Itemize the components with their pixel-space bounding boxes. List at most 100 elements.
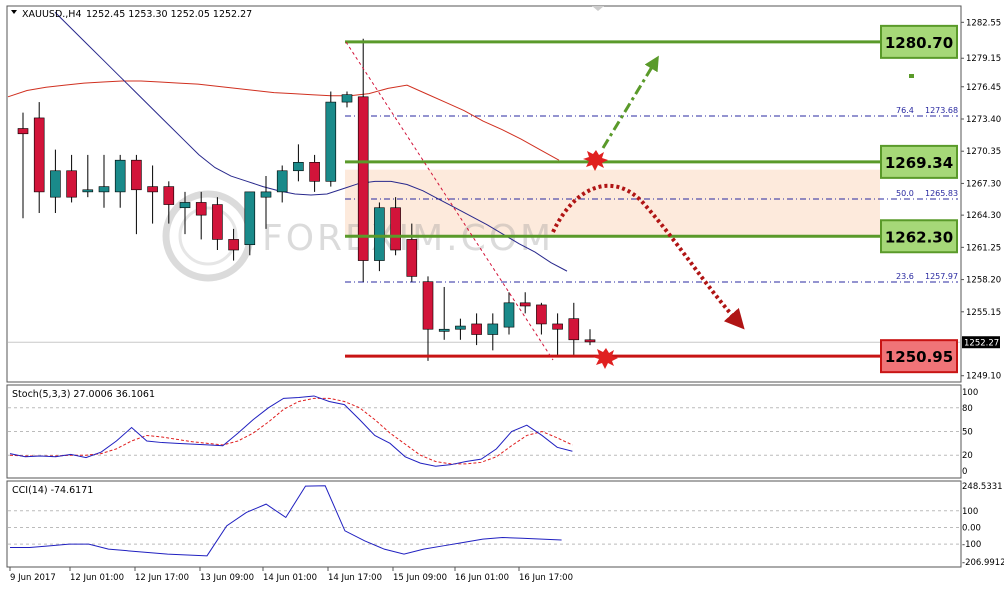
cci-label: CCI(14) -74.6171 (12, 485, 93, 496)
fibo-price-label: 1273.68 (925, 106, 958, 115)
fibo-price-label: 1257.97 (925, 272, 958, 281)
price-tick-label: 1255.15 (966, 308, 1001, 318)
price-tick-label: 1282.55 (966, 18, 1001, 28)
current-price-label: 1252.27 (964, 339, 999, 349)
stoch-tick-label: 0 (962, 467, 967, 477)
level-box (880, 219, 958, 254)
stoch-signal-line (9, 397, 573, 465)
time-tick-label: 12 Jun 01:00 (70, 573, 124, 583)
ma-red-line (7, 80, 560, 161)
candle-body (17, 128, 29, 135)
candle-body (374, 207, 385, 261)
candle-body (114, 159, 126, 193)
price-tick-label: 1258.20 (966, 276, 1001, 286)
stoch-tick-label: 20 (962, 451, 973, 461)
price-tick-label: 1273.40 (966, 115, 1001, 125)
moving-averages (7, 11, 568, 272)
candle-body (487, 323, 499, 335)
level-box (880, 339, 958, 374)
price-tick-label: 1270.35 (966, 147, 1001, 157)
candle-body (147, 186, 158, 193)
candle-body (438, 328, 450, 332)
candle-body (309, 162, 320, 182)
candle-body (357, 96, 369, 261)
candle-body (552, 323, 563, 330)
candle-body (536, 304, 547, 325)
stoch-lines: 100 80 50 20 0 (8, 388, 978, 477)
time-tick-label: 15 Jun 09:00 (393, 573, 447, 583)
stoch-label: Stoch(5,3,3) 27.0006 36.1061 (12, 389, 155, 400)
candle-body (406, 239, 418, 277)
candle-body (568, 318, 580, 341)
candle-body (584, 339, 596, 343)
candle-body (471, 323, 482, 335)
candle-body (82, 189, 94, 193)
cci-tick-label: -206.9912 (962, 558, 1004, 568)
cci-line: 248.5331 100 0.00 -100 -206.9912 (8, 482, 1004, 568)
cci-tick-label: 0.00 (962, 523, 981, 533)
candle-body (195, 202, 207, 216)
time-tick-label: 14 Jun 17:00 (328, 573, 382, 583)
price-tick-label: 1261.25 (966, 243, 1001, 253)
support-star-icon (593, 348, 618, 369)
resistance-zone (345, 169, 880, 237)
bullish-arrow (601, 55, 659, 149)
time-tick-label: 9 Jun 2017 (10, 573, 56, 583)
stoch-tick-label: 80 (962, 404, 973, 414)
time-tick-label: 13 Jun 09:00 (200, 573, 254, 583)
stoch-tick-label: 50 (962, 428, 973, 438)
fibo-ratio-label: 23.6 (896, 272, 914, 281)
level-label: 1269.34 (885, 154, 953, 172)
scroll-marker-icon (592, 6, 604, 11)
price-tick-label: 1249.10 (966, 372, 1001, 382)
green-dot (909, 74, 914, 78)
candle-body (422, 281, 434, 330)
candles (17, 38, 596, 361)
candle-body (163, 186, 175, 205)
price-tick-label: 1279.15 (966, 54, 1001, 64)
time-tick-label: 16 Jun 01:00 (455, 573, 509, 583)
time-tick-label: 14 Jun 01:00 (263, 573, 317, 583)
level-label: 1280.70 (885, 34, 953, 52)
fibo-ratio-label: 50.0 (896, 189, 914, 198)
candle-body (66, 170, 77, 198)
level-label: 1250.95 (885, 348, 953, 366)
breakout-star-icon (583, 150, 608, 171)
candle-body (341, 94, 353, 103)
level-label: 1262.30 (885, 228, 953, 246)
ma-blue-line (54, 11, 568, 272)
price-tick-label: 1267.30 (966, 179, 1001, 189)
dropdown-icon[interactable] (11, 10, 17, 14)
cci-tick-label: 248.5331 (962, 482, 1003, 492)
candle-body (390, 207, 401, 251)
candle-body (260, 191, 272, 198)
fibo-ratio-label: 76.4 (896, 106, 914, 115)
level-box (880, 24, 958, 59)
candle-body (325, 101, 337, 182)
candle-body (212, 204, 223, 240)
time-tick-label: 12 Jun 17:00 (135, 573, 189, 583)
candle-body (503, 302, 515, 328)
fibo-layer: 76.4 1273.68 50.0 1265.83 23.6 1257.97 (345, 106, 958, 283)
candle-body (276, 170, 288, 193)
price-tick-label: 1276.45 (966, 83, 1001, 93)
candle-body (33, 117, 45, 193)
stoch-main-line (9, 395, 573, 467)
cci-tick-label: 100 (962, 507, 978, 517)
bearish-arrow (551, 183, 745, 330)
candle-body (98, 186, 110, 193)
candle-body (293, 162, 304, 172)
candle-body (519, 302, 531, 307)
fibo-price-label: 1265.83 (925, 189, 958, 198)
candle-body (179, 202, 191, 209)
candle-body (50, 170, 61, 198)
cci-pane-frame (6, 480, 962, 568)
cci-tick-label: -100 (962, 540, 981, 550)
current-price-box (962, 336, 1000, 349)
ohlc-label: 1252.45 1253.30 1252.05 1252.27 (86, 9, 252, 20)
symbol-label: XAUUSD.,H4 (22, 9, 82, 20)
stoch-tick-label: 100 (962, 388, 978, 398)
candle-body (131, 159, 142, 191)
